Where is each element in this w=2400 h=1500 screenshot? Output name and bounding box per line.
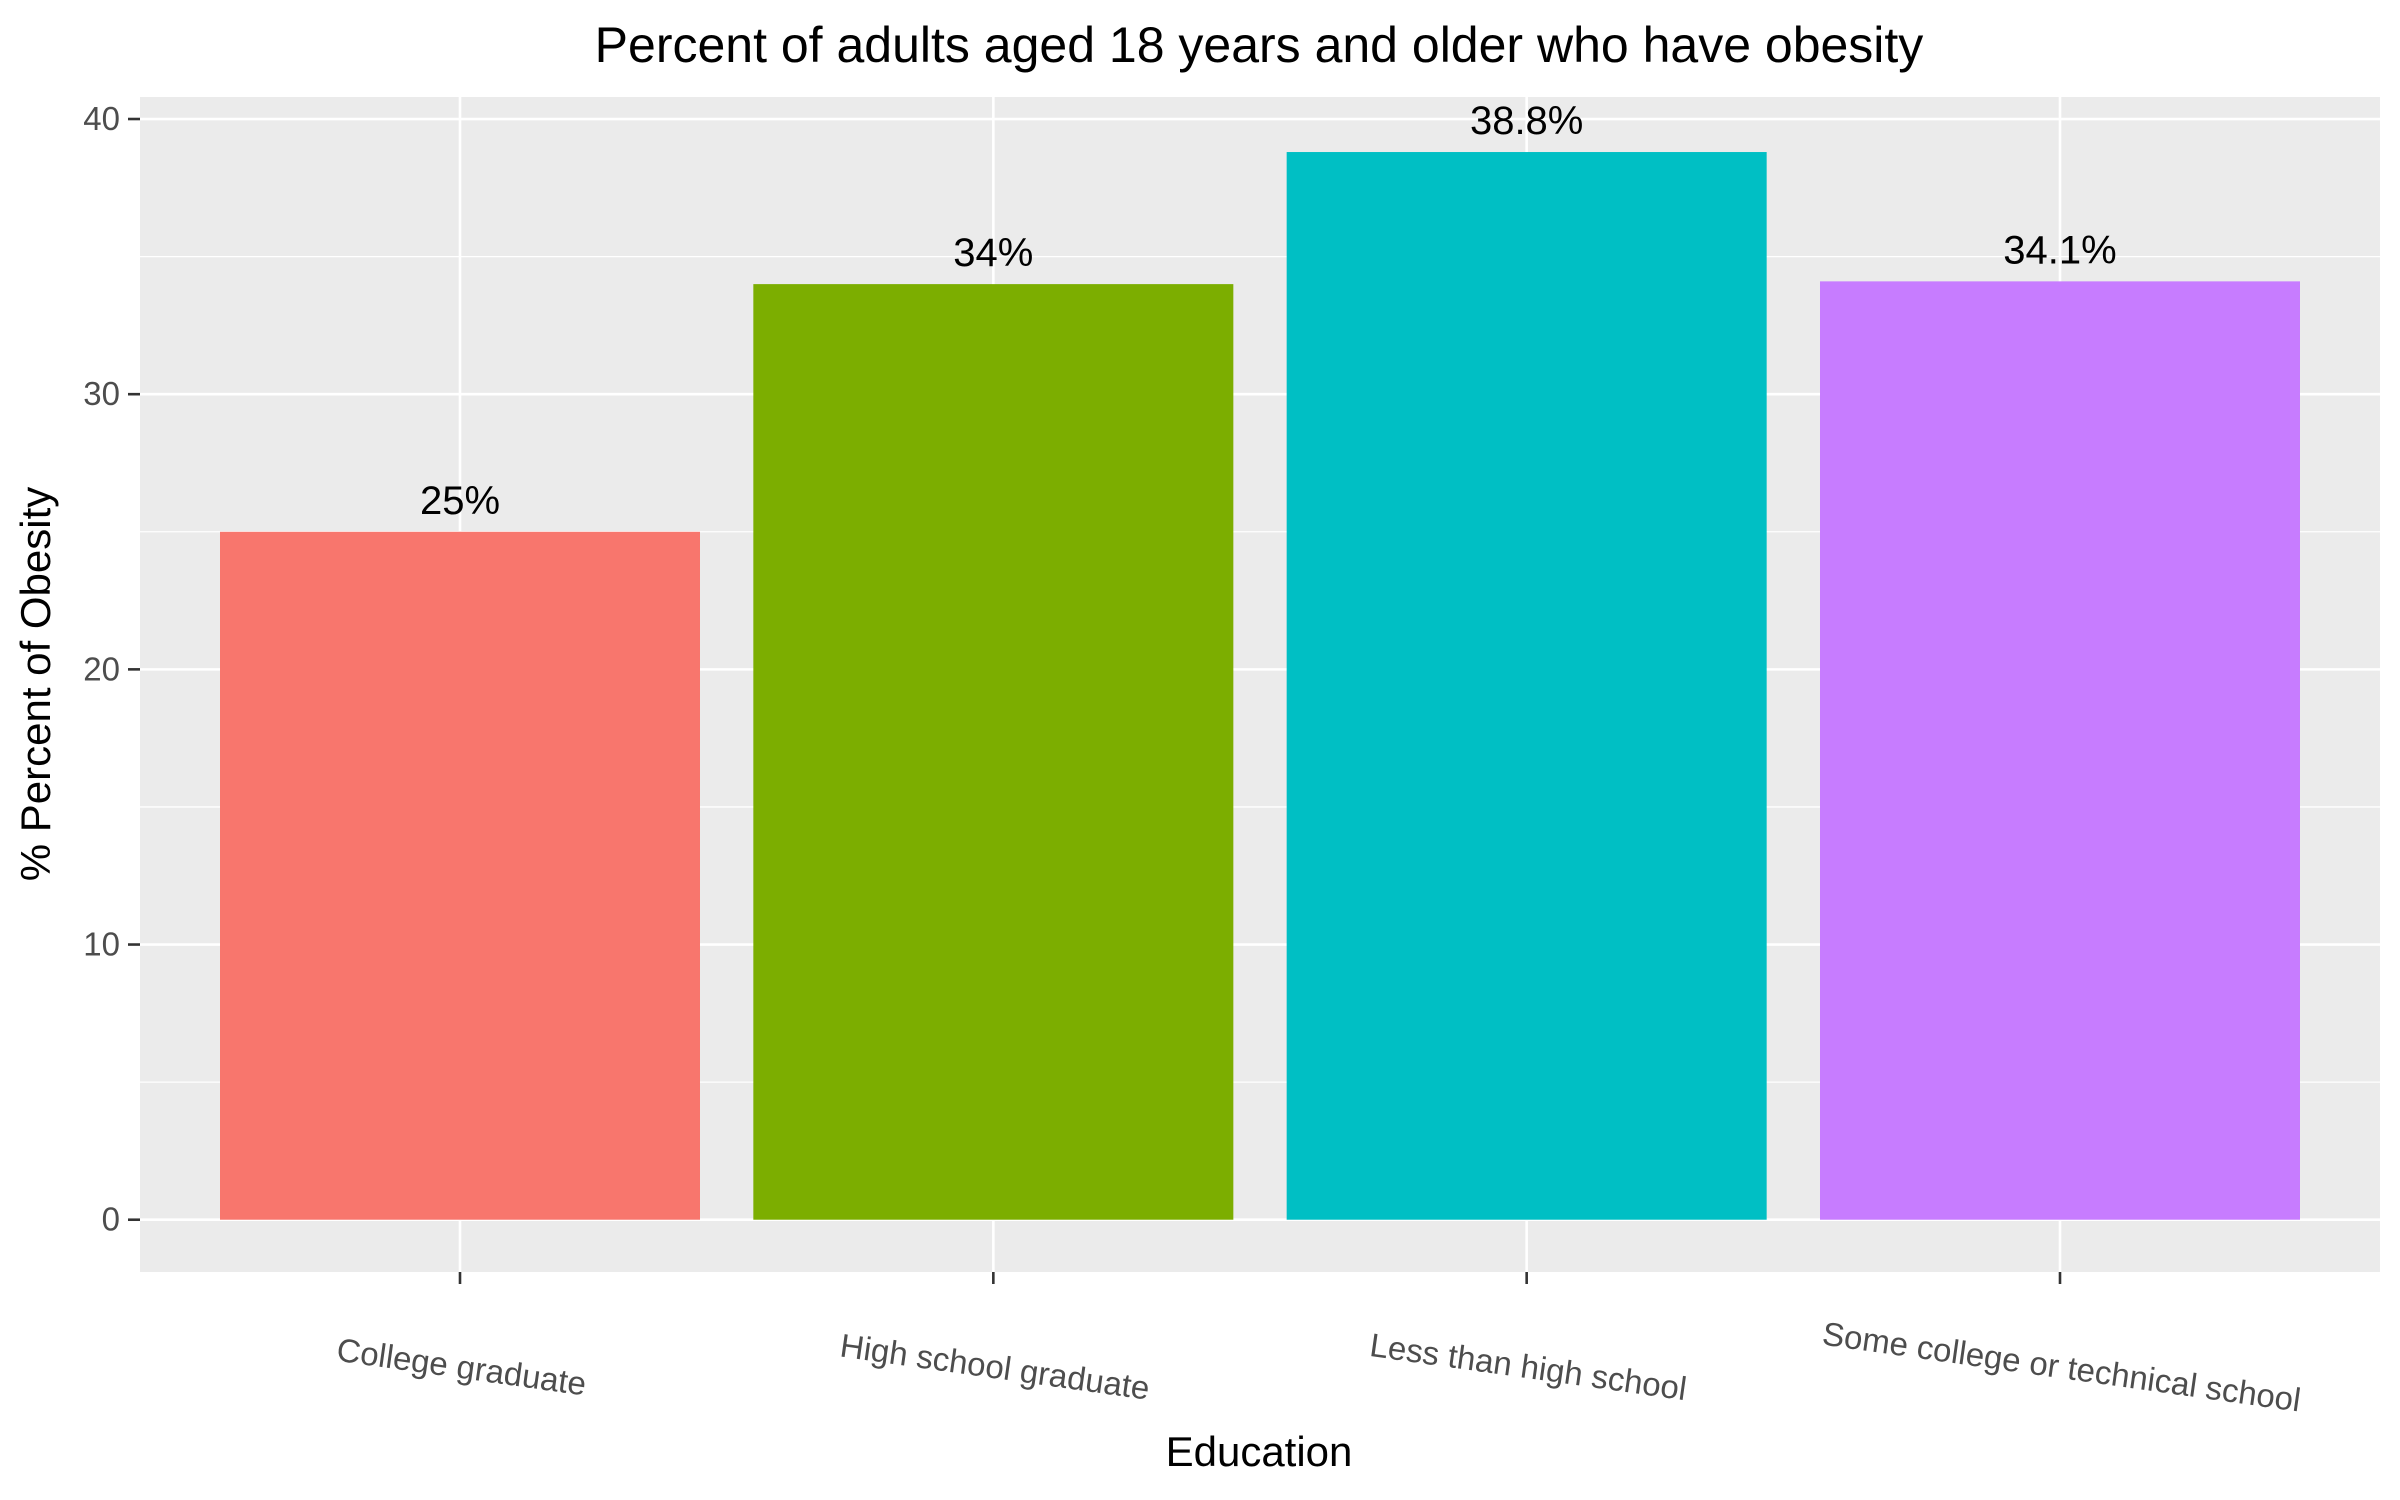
y-tick-label: 0: [102, 1201, 120, 1238]
data-label: 25%: [420, 479, 500, 523]
x-tick-label: Less than high school: [1368, 1326, 1689, 1407]
bar-college-graduate: [220, 531, 700, 1220]
y-tick-label: 20: [83, 650, 120, 687]
bar-some-college-or-technical-school: [1820, 281, 2300, 1220]
y-tick-label: 30: [83, 375, 120, 412]
chart-title: Percent of adults aged 18 years and olde…: [595, 17, 1924, 73]
bar-less-than-high-school: [1286, 152, 1767, 1220]
y-tick-label: 40: [83, 100, 120, 137]
bar-high-school-graduate: [753, 284, 1234, 1220]
data-label: 34.1%: [2003, 228, 2116, 272]
data-labels: 25% 34% 38.8% 34.1%: [420, 99, 2117, 523]
data-label: 34%: [953, 231, 1033, 275]
x-axis: College graduate High school graduate Less…: [335, 1272, 2303, 1419]
x-axis-title: Education: [1166, 1428, 1353, 1475]
data-label: 38.8%: [1470, 99, 1583, 143]
y-axis-title: % Percent of Obesity: [12, 487, 59, 882]
x-tick-label: Some college or technical school: [1820, 1315, 2303, 1419]
y-axis: 0 10 20 30 40: [83, 100, 140, 1238]
y-tick-label: 10: [83, 926, 120, 963]
bars: [220, 152, 2300, 1220]
x-tick-label: High school graduate: [838, 1327, 1152, 1407]
x-tick-label: College graduate: [335, 1331, 589, 1403]
